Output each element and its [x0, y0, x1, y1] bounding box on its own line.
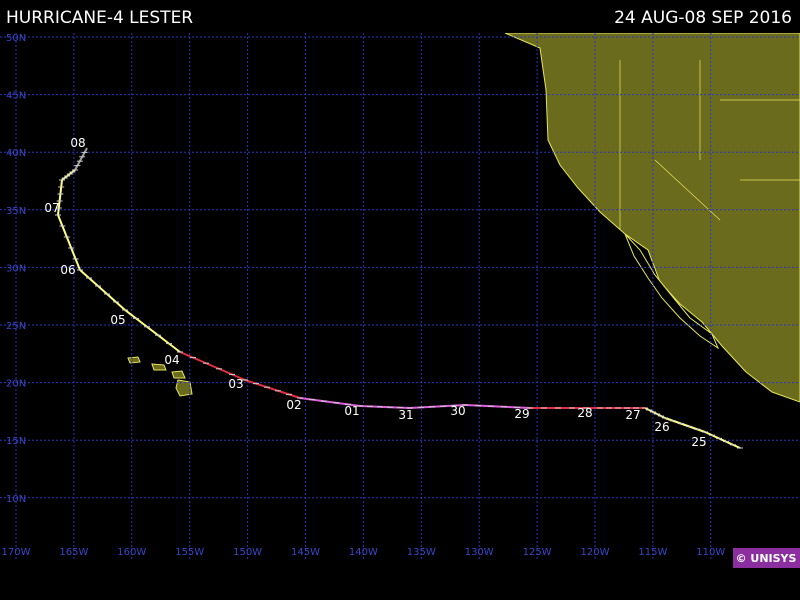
track-segment [74, 147, 88, 171]
track-label: 04 [164, 353, 179, 367]
title: HURRICANE-4 LESTER [6, 8, 193, 28]
track-label: 26 [654, 420, 669, 434]
borders [619, 60, 800, 230]
lon-label: 145W [291, 547, 320, 558]
lon-label: 120W [581, 547, 610, 558]
credit: © UNISYS [736, 552, 797, 565]
track-label: 07 [44, 201, 59, 215]
lon-label: 160W [117, 547, 146, 558]
track-label: 08 [70, 136, 85, 150]
track-label: 28 [577, 406, 592, 420]
track-label: 29 [514, 407, 529, 421]
lat-label: 30N [6, 263, 26, 274]
lon-label: 130W [465, 547, 494, 558]
track-segment [179, 351, 246, 381]
track-segment [57, 179, 63, 216]
lat-label: 35N [6, 206, 26, 217]
track-label: 05 [110, 313, 125, 327]
storm-track: 25 26 27 28 29 30 31 01 02 03 04 05 06 07 08 [44, 136, 743, 449]
track-segment [124, 309, 181, 353]
island [171, 370, 186, 379]
track-label: 27 [625, 408, 640, 422]
track-segment [79, 269, 126, 311]
lon-label: 125W [523, 547, 552, 558]
lon-label: 110W [696, 547, 725, 558]
lon-label: 135W [407, 547, 436, 558]
island [175, 379, 193, 397]
header-bar [0, 0, 800, 33]
track-label: 30 [450, 404, 465, 418]
track-label: 02 [286, 398, 301, 412]
lon-label: 140W [349, 547, 378, 558]
lat-label: 20N [6, 379, 26, 390]
gulf [624, 233, 720, 350]
lat-label: 10N [6, 494, 26, 505]
island [127, 356, 141, 364]
track-segment [57, 214, 81, 271]
lat-label: 45N [6, 91, 26, 102]
track-label: 03 [228, 377, 243, 391]
lon-label: 150W [233, 547, 262, 558]
lon-label: 170W [2, 547, 31, 558]
lon-label: 155W [175, 547, 204, 558]
credit-box [733, 548, 800, 568]
track-segment [244, 379, 301, 399]
track-label: 31 [398, 408, 413, 422]
dates: 24 AUG-08 SEP 2016 [614, 8, 792, 28]
lon-label: 115W [638, 547, 667, 558]
track-segment [704, 431, 741, 449]
track-label: 01 [344, 404, 359, 418]
island [151, 363, 167, 371]
lon-label: 165W [59, 547, 88, 558]
track-label: 06 [60, 263, 75, 277]
track-label: 25 [691, 435, 706, 449]
